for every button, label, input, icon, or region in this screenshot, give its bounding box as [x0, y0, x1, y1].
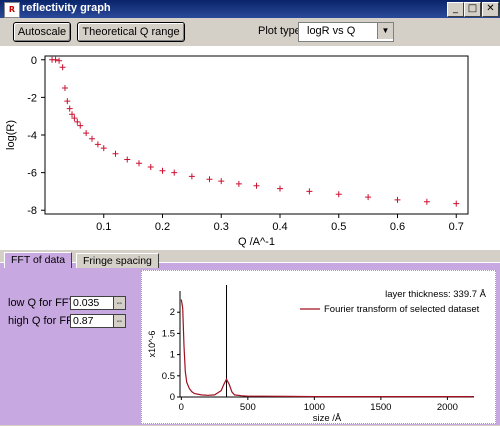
y-axis-label: log(R) [5, 120, 17, 150]
reflectivity-chart: 0.1 0.2 0.3 0.4 0.5 0.6 0.7 0 -2 -4 -6 -8 Q /A^-1 log… [5, 55, 469, 248]
tab-fft-of-data[interactable]: FFT of data [4, 252, 73, 268]
fft-x-tick-label: 500 [240, 402, 256, 413]
data-point [74, 118, 81, 125]
data-point [306, 188, 313, 195]
data-point [124, 156, 131, 163]
data-point [147, 163, 154, 170]
x-tick-label: 0.1 [96, 221, 111, 233]
fft-graph[interactable]: 0 500 1000 1500 2000 0 0.5 1 1.5 2 size /Å x10^-6 la… [141, 270, 496, 424]
high-q-input[interactable]: 0.87 [70, 314, 116, 328]
x-axis-label: Q /A^-1 [238, 236, 275, 248]
data-point [89, 135, 95, 142]
data-point [83, 130, 90, 137]
data-point [335, 191, 342, 198]
fft-y-tick-label: 1 [170, 350, 175, 361]
fft-y-tick-label: 1.5 [162, 328, 175, 339]
low-q-label: low Q for FFT [8, 297, 76, 309]
data-point [206, 176, 213, 183]
plot-type-select[interactable]: logR vs Q ▼ [298, 22, 394, 42]
plot-type-label: Plot type [258, 25, 301, 37]
low-q-input[interactable]: 0.035 [70, 296, 116, 310]
fft-y-axis-label: x10^-6 [147, 331, 157, 358]
data-point [94, 141, 101, 148]
fft-y-tick-label: 2 [170, 307, 175, 318]
y-tick-label: -6 [27, 168, 37, 180]
data-point [64, 98, 71, 105]
fft-series-line [180, 299, 474, 398]
high-q-label: high Q for FFT [8, 315, 80, 327]
data-point [365, 194, 372, 201]
x-tick-label: 0.2 [155, 221, 170, 233]
fft-x-tick-label: 0 [179, 402, 184, 413]
data-point [136, 160, 142, 167]
plot-type-value: logR vs Q [307, 25, 356, 37]
autoscale-button[interactable]: Autoscale [13, 22, 71, 42]
y-tick-label: 0 [31, 55, 37, 67]
plot-frame [44, 55, 469, 215]
y-tick-label: -8 [27, 205, 37, 217]
y-tick-label: -4 [27, 130, 37, 142]
window-title: reflectivity graph [22, 2, 111, 14]
fft-x-axis-label: size /Å [313, 413, 342, 423]
data-point [56, 57, 63, 64]
fft-x-tick-label: 1500 [370, 402, 391, 413]
fft-y-tick-label: 0 [170, 392, 175, 403]
x-tick-label: 0.7 [449, 221, 464, 233]
data-point [188, 173, 195, 180]
data-point [52, 56, 59, 63]
data-point [100, 145, 107, 152]
layer-thickness-annotation: layer thickness: 339.7 Å [385, 289, 487, 300]
title-bar [0, 0, 500, 18]
data-point [59, 64, 66, 71]
data-point [277, 185, 283, 192]
app-icon[interactable]: R [4, 2, 20, 18]
data-point [69, 111, 76, 118]
data-point [159, 167, 166, 174]
legend-label: Fourier transform of selected dataset [324, 304, 480, 315]
fft-chart: 0 500 1000 1500 2000 0 0.5 1 1.5 2 size /Å x10^-6 la… [147, 285, 487, 424]
theoretical-q-range-button[interactable]: Theoretical Q range [77, 22, 185, 42]
close-icon[interactable]: ✕ [482, 2, 499, 17]
data-point [218, 178, 225, 185]
fft-x-tick-label: 1000 [304, 402, 325, 413]
x-tick-label: 0.4 [272, 221, 287, 233]
x-tick-label: 0.5 [331, 221, 346, 233]
data-point [171, 169, 178, 176]
x-tick-label: 0.3 [214, 221, 229, 233]
chevron-down-icon[interactable]: ▼ [377, 23, 393, 39]
low-q-stepper-icon[interactable]: ⇔ [113, 296, 126, 310]
data-point [77, 122, 84, 129]
tab-fringe-spacing[interactable]: Fringe spacing [76, 253, 159, 268]
data-point [253, 182, 260, 189]
maximize-icon[interactable]: □ [464, 2, 481, 17]
fft-x-tick-label: 2000 [437, 402, 458, 413]
data-point [112, 150, 119, 157]
reflectivity-graph[interactable]: 0.1 0.2 0.3 0.4 0.5 0.6 0.7 0 -2 -4 -6 -8 Q /A^-1 log… [0, 46, 500, 250]
y-tick-label: -2 [27, 92, 37, 104]
minimize-icon[interactable]: _ [447, 2, 464, 17]
data-point [71, 115, 78, 122]
data-point [423, 198, 430, 205]
data-point [66, 105, 73, 112]
high-q-stepper-icon[interactable]: ⇔ [113, 314, 126, 328]
data-point [394, 196, 401, 203]
data-point [61, 84, 68, 91]
x-tick-label: 0.6 [390, 221, 405, 233]
data-point [453, 200, 460, 207]
fft-y-tick-label: 0.5 [162, 371, 175, 382]
data-point [235, 180, 242, 187]
